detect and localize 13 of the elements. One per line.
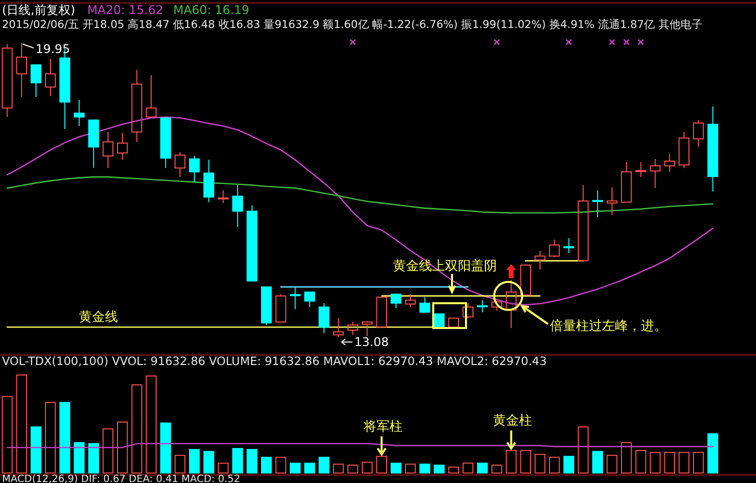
annotation: 黄金柱: [493, 413, 532, 428]
text: MA60: 16.19: [173, 3, 250, 17]
text: MACD(12,26,9) DIF: 0.67 DEA: 0.41 MACD: 0.52: [2, 474, 240, 483]
annotation: 倍量柱过左峰，进。: [550, 319, 667, 334]
chart-subtitle: 2015/02/06/五 开18.05 高18.47 低16.48 收16.83 量91632.9 额1.60亿 幅-1.22(-6.76%) 振1.99(11.02%) 换4.91% 流通1.87亿 其他电子: [2, 18, 702, 31]
annotation: 将军柱: [362, 419, 403, 434]
annotation: 19.95: [36, 42, 70, 56]
text: MA20: 15.62: [87, 3, 164, 17]
annotation: 13.08: [354, 335, 389, 349]
chart-title: (日线,前复权): [2, 3, 76, 17]
annotation: 黄金线上双阳盖阴: [393, 258, 497, 274]
series-label: 黄金线: [79, 310, 118, 326]
chart-title: VOL-TDX(100,100) VVOL: 91632.86 VOLUME: 91632.86 MAVOL1: 62970.43 MAVOL2: 62970.43: [2, 354, 547, 368]
